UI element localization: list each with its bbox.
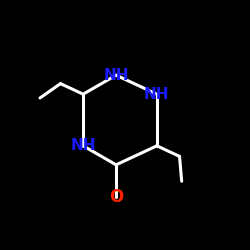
Text: NH: NH — [70, 138, 96, 153]
Text: O: O — [109, 188, 123, 206]
Text: NH: NH — [103, 68, 129, 83]
Text: NH: NH — [144, 87, 170, 102]
